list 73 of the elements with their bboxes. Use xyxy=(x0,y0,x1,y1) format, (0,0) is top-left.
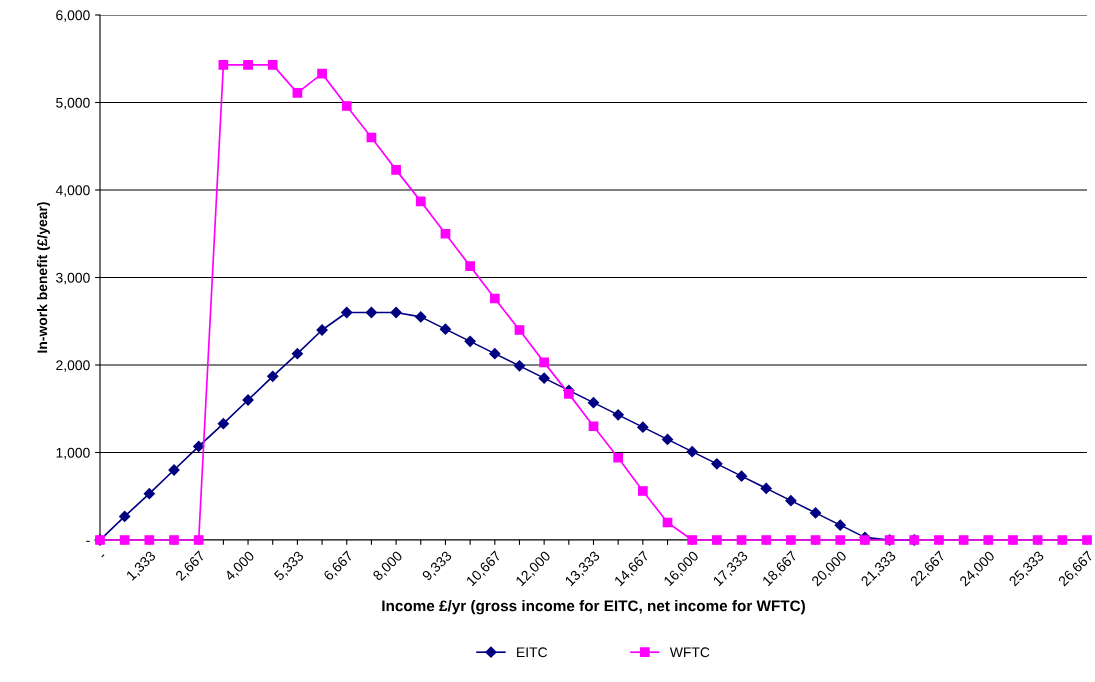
y-tick-label: 2,000 xyxy=(56,360,90,372)
point xyxy=(760,482,772,494)
point xyxy=(317,68,327,79)
point xyxy=(440,228,451,239)
point xyxy=(809,507,822,519)
point xyxy=(686,446,698,458)
point xyxy=(613,452,624,463)
point xyxy=(391,165,401,175)
point xyxy=(860,535,870,545)
point xyxy=(612,409,624,421)
point xyxy=(588,421,599,432)
y-tick-label: 1,000 xyxy=(56,447,90,460)
point xyxy=(144,535,155,545)
point xyxy=(687,535,698,545)
point xyxy=(587,397,600,409)
y-tick-label: 6,000 xyxy=(56,10,90,22)
point xyxy=(365,306,378,319)
legend-label: WFTC xyxy=(669,647,710,658)
point xyxy=(934,535,944,545)
point xyxy=(637,486,648,496)
point xyxy=(341,306,353,319)
point xyxy=(193,535,204,545)
point xyxy=(292,88,303,98)
point xyxy=(465,261,475,271)
point xyxy=(711,458,723,470)
point xyxy=(983,535,994,545)
point xyxy=(1008,535,1018,545)
point xyxy=(390,306,402,319)
point xyxy=(736,535,747,545)
point xyxy=(243,60,253,70)
legend-label: EITC xyxy=(517,647,548,658)
point xyxy=(834,519,846,531)
point xyxy=(513,360,526,372)
point xyxy=(514,325,525,335)
point xyxy=(143,488,155,500)
point xyxy=(439,323,452,335)
point xyxy=(119,510,131,522)
point xyxy=(291,348,304,360)
point xyxy=(464,335,476,347)
point xyxy=(415,196,426,207)
point xyxy=(538,372,550,384)
y-tick-label: 5,000 xyxy=(56,97,90,110)
point xyxy=(1082,535,1092,545)
point xyxy=(661,433,674,445)
point xyxy=(217,418,229,430)
point xyxy=(712,535,722,545)
point xyxy=(218,60,229,70)
point xyxy=(563,389,574,399)
point xyxy=(958,535,969,545)
point xyxy=(267,60,278,70)
point xyxy=(637,421,649,433)
point xyxy=(1057,535,1068,545)
point xyxy=(735,470,748,482)
y-tick-label: - xyxy=(86,540,90,542)
point xyxy=(810,535,821,545)
point xyxy=(785,495,797,507)
y-axis-title: In-work benefit (£/year) xyxy=(37,202,50,353)
point xyxy=(489,348,501,360)
y-tick-label: 4,000 xyxy=(55,185,90,197)
point xyxy=(341,101,352,111)
point xyxy=(1032,535,1043,545)
y-tick-label: 3,000 xyxy=(56,272,90,285)
point xyxy=(267,370,279,382)
point xyxy=(119,535,130,545)
point xyxy=(415,311,427,323)
point xyxy=(786,535,796,545)
x-axis-title: Income £/yr (gross income for EITC, net income for WFTC) xyxy=(382,600,805,615)
point xyxy=(193,440,205,452)
point xyxy=(489,293,500,304)
point xyxy=(539,357,550,368)
point xyxy=(761,535,772,545)
point xyxy=(835,535,846,545)
point xyxy=(169,535,179,545)
